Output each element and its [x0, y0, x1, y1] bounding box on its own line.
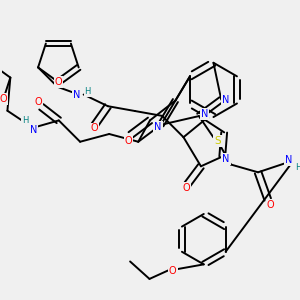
- Text: O: O: [183, 183, 190, 193]
- Text: O: O: [34, 97, 42, 107]
- Text: O: O: [55, 77, 62, 87]
- Text: N: N: [222, 94, 230, 105]
- Text: N: N: [222, 154, 230, 164]
- Text: O: O: [169, 266, 177, 276]
- Text: N: N: [30, 125, 37, 135]
- Text: H: H: [84, 87, 91, 96]
- Text: O: O: [0, 94, 7, 104]
- Text: H: H: [22, 116, 28, 125]
- Text: O: O: [125, 136, 133, 146]
- Text: H: H: [296, 163, 300, 172]
- Text: O: O: [91, 124, 98, 134]
- Text: N: N: [73, 90, 80, 100]
- Text: N: N: [285, 155, 293, 165]
- Text: N: N: [154, 122, 162, 132]
- Text: S: S: [214, 136, 220, 146]
- Text: N: N: [201, 109, 208, 119]
- Text: O: O: [267, 200, 274, 210]
